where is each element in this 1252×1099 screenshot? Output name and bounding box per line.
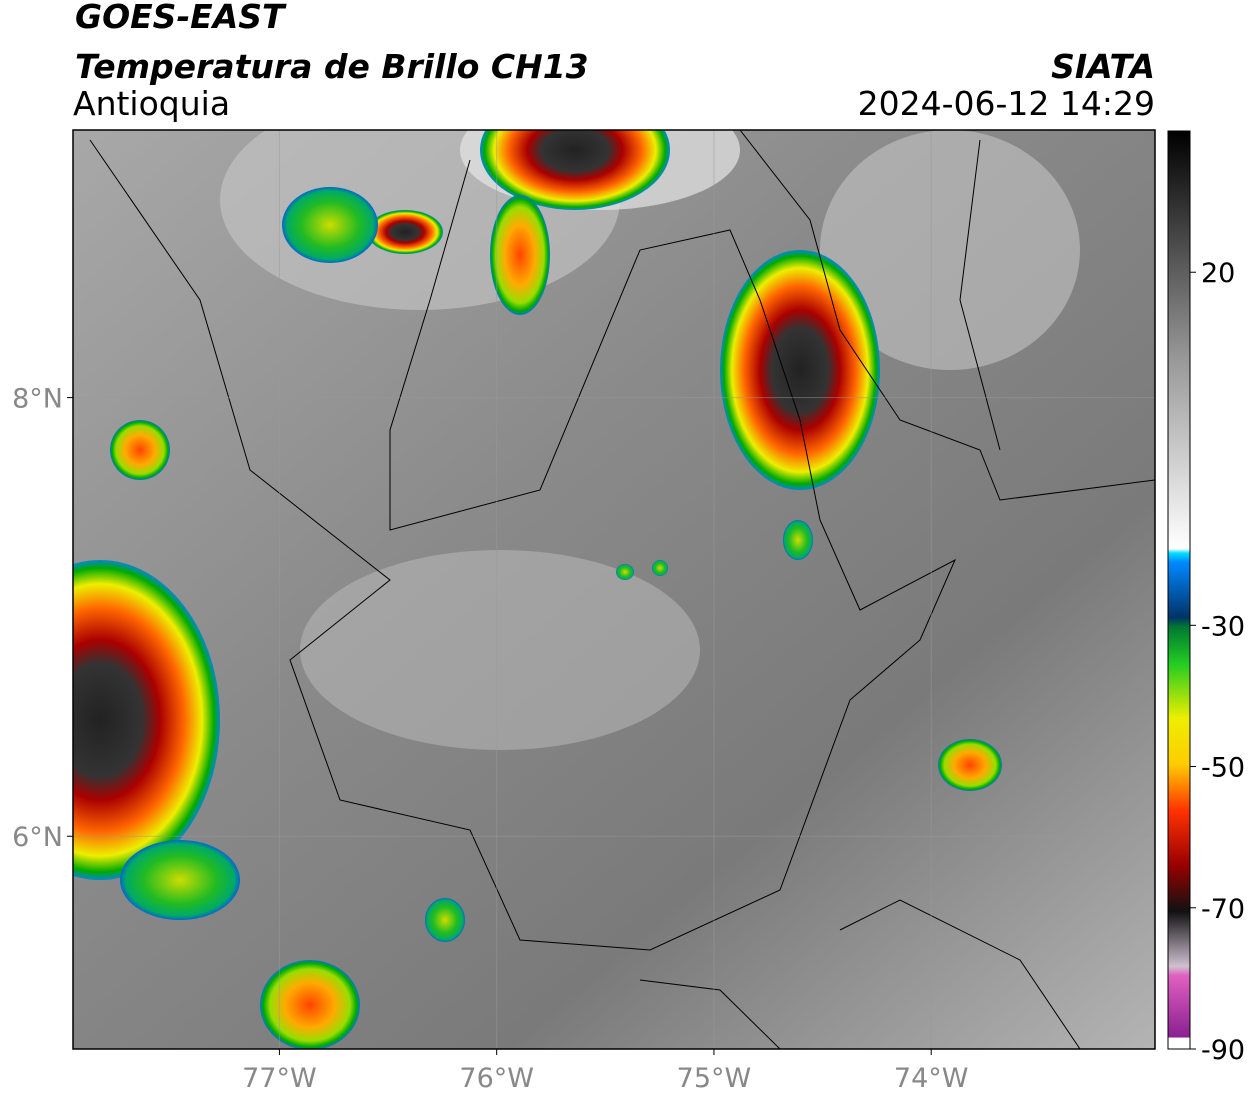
colorbar-tick-label: -30 xyxy=(1201,611,1245,642)
subtitle: Temperatura de Brillo CH13 xyxy=(75,47,589,86)
region: Antioquia xyxy=(73,84,230,123)
colorbar xyxy=(1167,130,1191,1050)
colorbar-tick-label: 20 xyxy=(1201,258,1235,289)
x-tick-label: 75°W xyxy=(677,1063,752,1094)
source: SIATA xyxy=(1051,47,1155,86)
colorbar-tick-label: -90 xyxy=(1201,1035,1245,1066)
datetime: 2024-06-12 14:29 xyxy=(858,84,1155,123)
title: GOES-EAST xyxy=(75,0,287,36)
x-tick-label: 76°W xyxy=(459,1063,534,1094)
map-frame xyxy=(72,129,1156,1050)
imagery xyxy=(73,130,1155,1049)
colorbar-tick-label: -70 xyxy=(1201,894,1245,925)
y-tick-label: 8°N xyxy=(12,384,63,415)
x-tick-label: 74°W xyxy=(894,1063,969,1094)
colorbar-tick-label: -50 xyxy=(1201,753,1245,784)
x-tick-label: 77°W xyxy=(242,1063,317,1094)
y-tick-label: 6°N xyxy=(12,822,63,853)
